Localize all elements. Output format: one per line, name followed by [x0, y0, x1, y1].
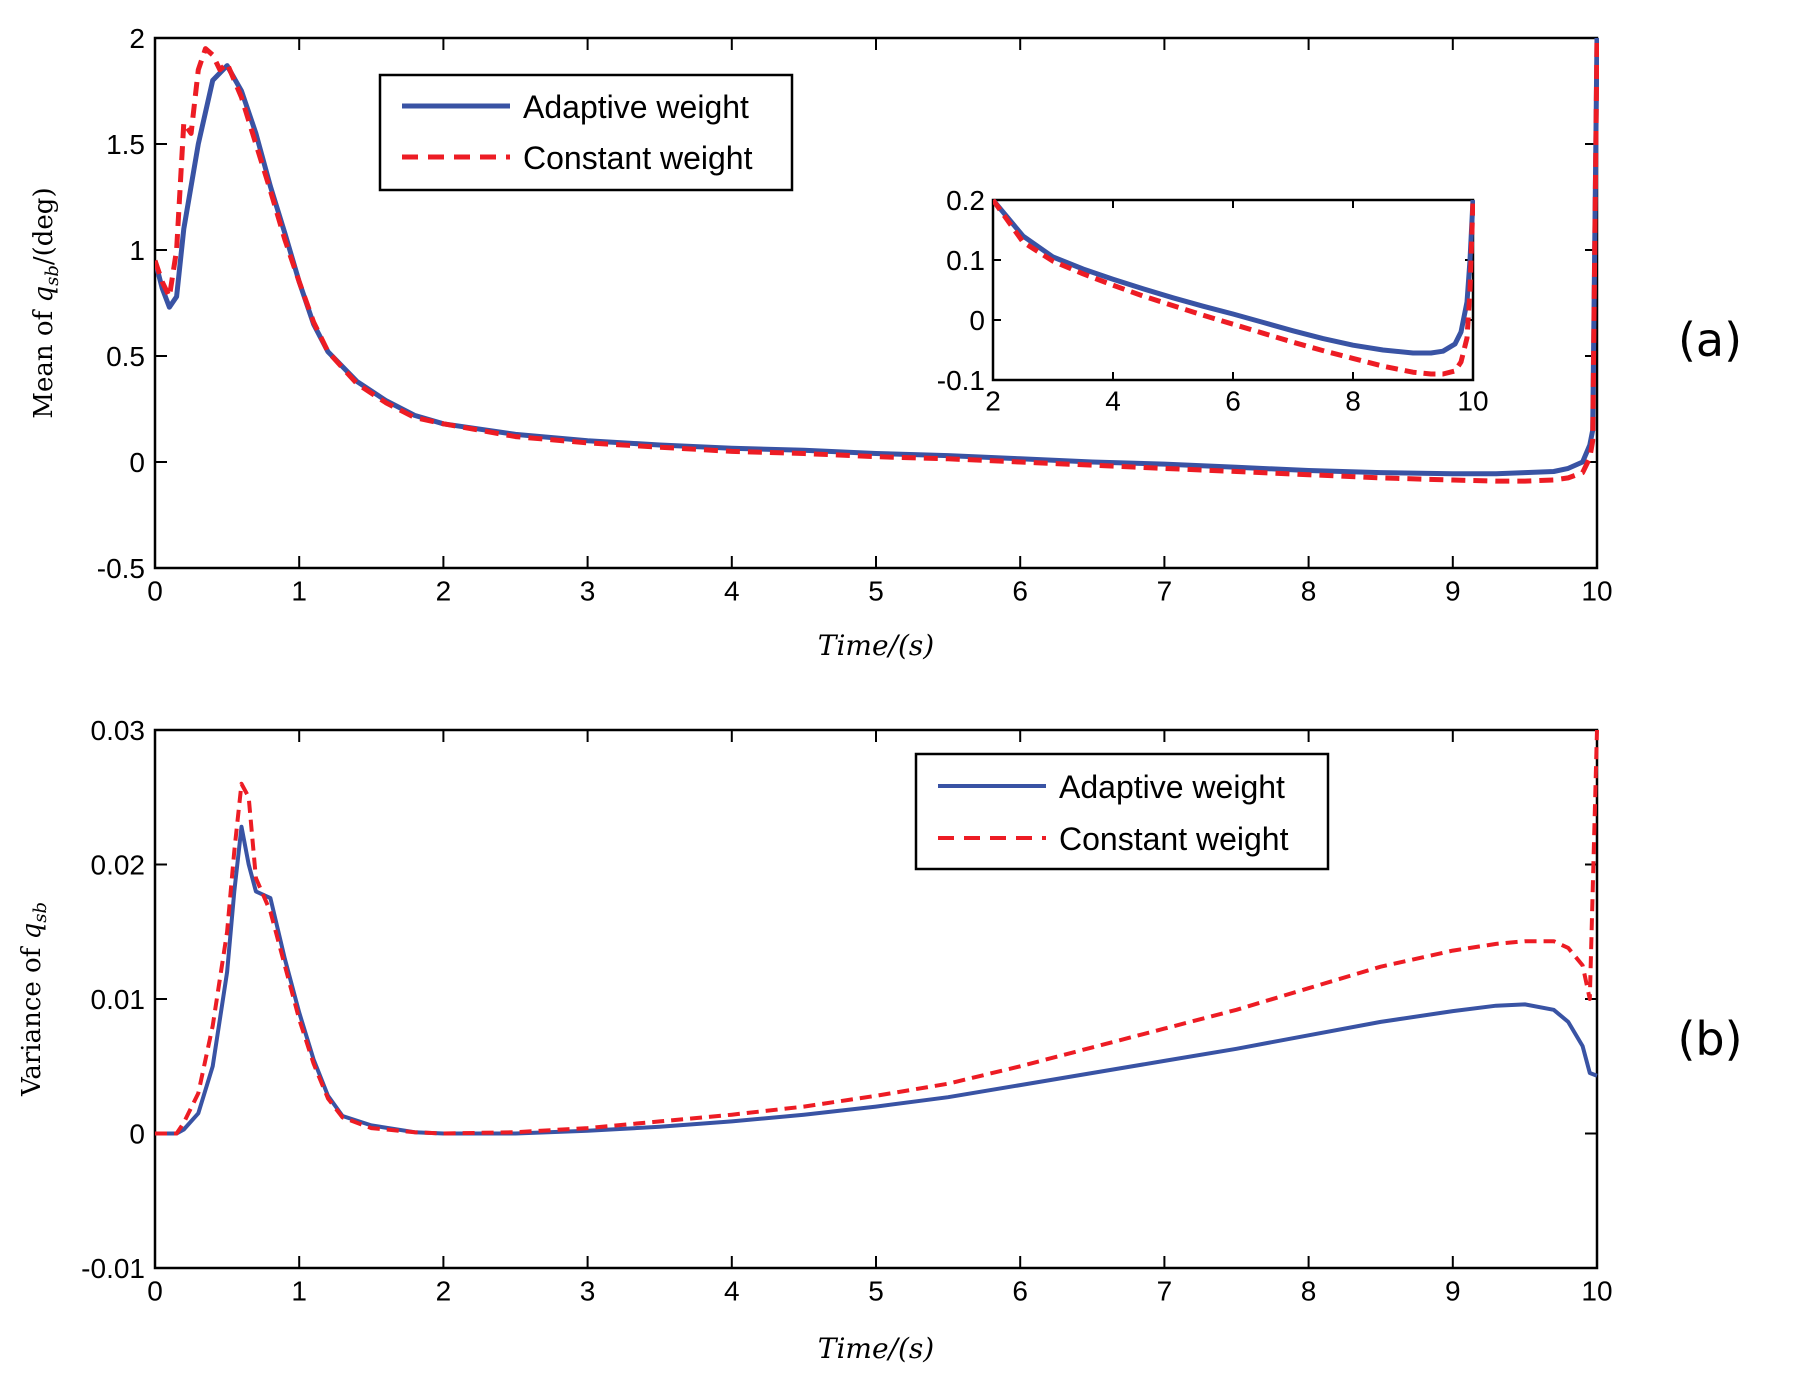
inset-x-tick-label: 8 — [1345, 385, 1361, 416]
legend-adaptive-label: Adaptive weight — [1059, 769, 1285, 805]
panel-a-ticks: 0 1 2 3 4 5 6 7 8 9 10-0.500.511.52 — [97, 23, 1613, 607]
panel-b-y-axis-label: Variance of qsb — [17, 902, 51, 1097]
panel-a-y-tick-label: 0 — [129, 447, 145, 478]
inset-series — [993, 199, 1475, 377]
panel-b-x-tick-label: 3 — [580, 1275, 596, 1306]
panel-b-x-tick-label: 6 — [1012, 1275, 1028, 1306]
panel-a-x-tick-label: 10 — [1581, 575, 1612, 606]
inset-x-tick-label: 6 — [1225, 385, 1241, 416]
panel-b-x-tick-label: 0 — [147, 1275, 163, 1306]
panel-a-y-tick-label: 2 — [129, 23, 145, 54]
inset-y-tick-label: 0.1 — [946, 245, 985, 276]
panel-b-x-tick-label: 9 — [1445, 1275, 1461, 1306]
panel-a-x-axis-label: Time/(s) — [818, 629, 934, 662]
panel-a-x-tick-label: 0 — [147, 575, 163, 606]
panel-a-y-tick-label: -0.5 — [97, 553, 145, 584]
constant-weight-line — [155, 729, 1599, 1136]
panel-a-x-tick-label: 2 — [436, 575, 452, 606]
inset-y-tick-label: -0.1 — [937, 365, 985, 396]
inset-x-tick-label: 4 — [1105, 385, 1121, 416]
inset-y-tick-label: 0 — [969, 305, 985, 336]
panel-b-y-tick-label: 0.02 — [91, 849, 146, 880]
panel-b-y-tick-label: 0 — [129, 1118, 145, 1149]
panel-a-series — [155, 37, 1599, 484]
panel-a-inset-chart: 2 4 6 8 10 -0.1 0 0.1 0.2 — [937, 185, 1489, 417]
inset-y-tick-label: 0.2 — [946, 185, 985, 216]
panel-b-y-tick-label: -0.01 — [81, 1253, 145, 1284]
panel-a-y-axis-label: Mean of qsb/(deg) — [29, 187, 63, 418]
panel-b-x-tick-label: 5 — [868, 1275, 884, 1306]
inset-x-tick-label: 10 — [1457, 385, 1488, 416]
panel-b-x-tick-label: 8 — [1301, 1275, 1317, 1306]
constant-weight-line — [155, 37, 1599, 484]
panel-b-legend-box — [914, 752, 1330, 871]
adaptive-weight-line — [993, 199, 1475, 356]
panel-b-x-tick-label: 4 — [724, 1275, 740, 1306]
panel-b-x-tick-label: 1 — [291, 1275, 307, 1306]
panel-a-x-tick-label: 8 — [1301, 575, 1317, 606]
panel-a-x-tick-label: 7 — [1157, 575, 1173, 606]
panel-b-label: (b) — [1677, 1012, 1742, 1066]
panel-b-series — [155, 729, 1599, 1136]
panel-a-label: (a) — [1678, 313, 1742, 367]
constant-weight-line — [993, 199, 1475, 377]
panel-a-mean-chart: 0 1 2 3 4 5 6 7 8 9 10-0.500.511.52 Time/(s) Mean … — [29, 23, 1742, 662]
inset-x-tick-label: 2 — [985, 385, 1001, 416]
panel-a-x-tick-label: 5 — [868, 575, 884, 606]
panel-a-x-tick-label: 3 — [580, 575, 596, 606]
legend-adaptive-label: Adaptive weight — [523, 89, 749, 125]
panel-a-y-tick-label: 1 — [129, 235, 145, 266]
panel-b-legend: Adaptive weight Constant weight — [914, 752, 1330, 871]
panel-b-y-tick-label: 0.01 — [91, 984, 146, 1015]
panel-b-x-tick-label: 7 — [1157, 1275, 1173, 1306]
panel-a-x-tick-label: 6 — [1012, 575, 1028, 606]
panel-b-x-tick-label: 2 — [436, 1275, 452, 1306]
legend-constant-label: Constant weight — [523, 140, 753, 176]
panel-a-y-tick-label: 1.5 — [106, 129, 145, 160]
panel-a-x-tick-label: 9 — [1445, 575, 1461, 606]
inset-ticks: 2 4 6 8 10 -0.1 0 0.1 0.2 — [937, 185, 1489, 417]
panel-b-x-tick-label: 10 — [1581, 1275, 1612, 1306]
adaptive-weight-line — [155, 824, 1598, 1136]
panel-b-y-tick-label: 0.03 — [91, 715, 146, 746]
panel-b-plot-frame — [153, 728, 1599, 1270]
legend-constant-label: Constant weight — [1059, 821, 1289, 857]
panel-a-legend: Adaptive weight Constant weight — [378, 73, 794, 192]
panel-a-legend-box — [378, 73, 794, 192]
panel-b-x-axis-label: Time/(s) — [818, 1332, 934, 1365]
panel-a-y-tick-label: 0.5 — [106, 341, 145, 372]
panel-a-x-tick-label: 1 — [291, 575, 307, 606]
panel-a-x-tick-label: 4 — [724, 575, 740, 606]
